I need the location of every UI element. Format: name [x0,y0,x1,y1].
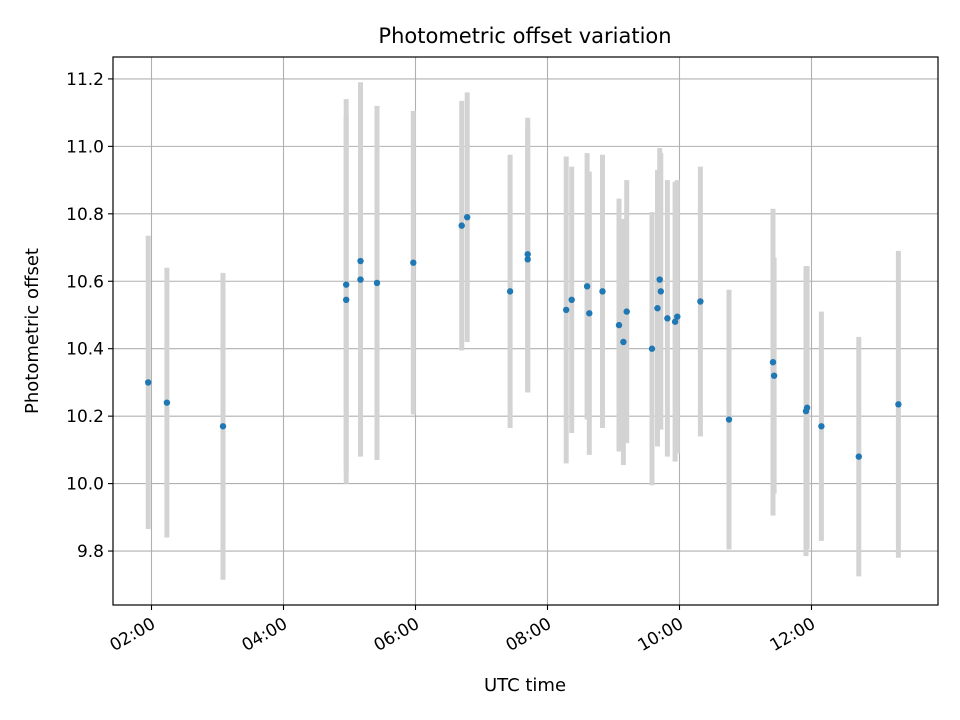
data-point [654,305,661,312]
x-axis-label: UTC time [484,675,566,696]
data-point [664,315,671,322]
y-tick-label: 10.4 [66,340,104,360]
y-axis: 9.8 10.0 10.2 10.4 10.6 10.8 11.0 11.2 [66,70,113,562]
data-point [818,423,825,430]
data-point [674,313,681,320]
y-tick-label: 10.0 [66,475,104,495]
data-point [568,296,575,304]
data-point [343,281,350,288]
y-tick-label: 11.0 [66,137,104,157]
data-point [506,288,514,295]
data-point [615,321,623,329]
data-point [769,358,777,366]
data-point [770,372,778,379]
data-point [657,288,664,295]
data-point [219,423,227,430]
data-points [145,213,902,460]
plot-frame [112,56,939,606]
data-point [373,279,381,287]
data-point [410,259,417,266]
data-point [648,345,656,352]
data-point [586,310,593,317]
chart-title: Photometric offset variation [378,24,671,48]
y-tick-label: 9.8 [77,542,104,562]
data-point [623,308,630,315]
y-tick-label: 10.8 [66,205,104,225]
y-axis-label: Photometric offset [22,248,43,414]
data-point [725,416,733,423]
data-point [599,288,606,295]
data-point [524,256,531,263]
data-point [357,276,364,283]
data-point [464,213,471,221]
data-point [563,306,570,314]
data-point [343,296,350,304]
data-point [855,453,862,460]
data-point [803,404,811,411]
data-point [656,276,663,283]
data-point [145,379,152,386]
y-tick-label: 10.6 [66,272,104,292]
y-tick-label: 10.2 [66,407,104,427]
data-point [524,251,531,258]
data-point [671,318,679,325]
data-point [163,399,171,406]
data-point [895,401,902,408]
data-point [620,338,627,346]
data-point [458,222,465,229]
y-tick-label: 11.2 [66,70,104,90]
data-point [357,257,364,265]
data-point [583,283,591,290]
data-point [697,298,704,305]
